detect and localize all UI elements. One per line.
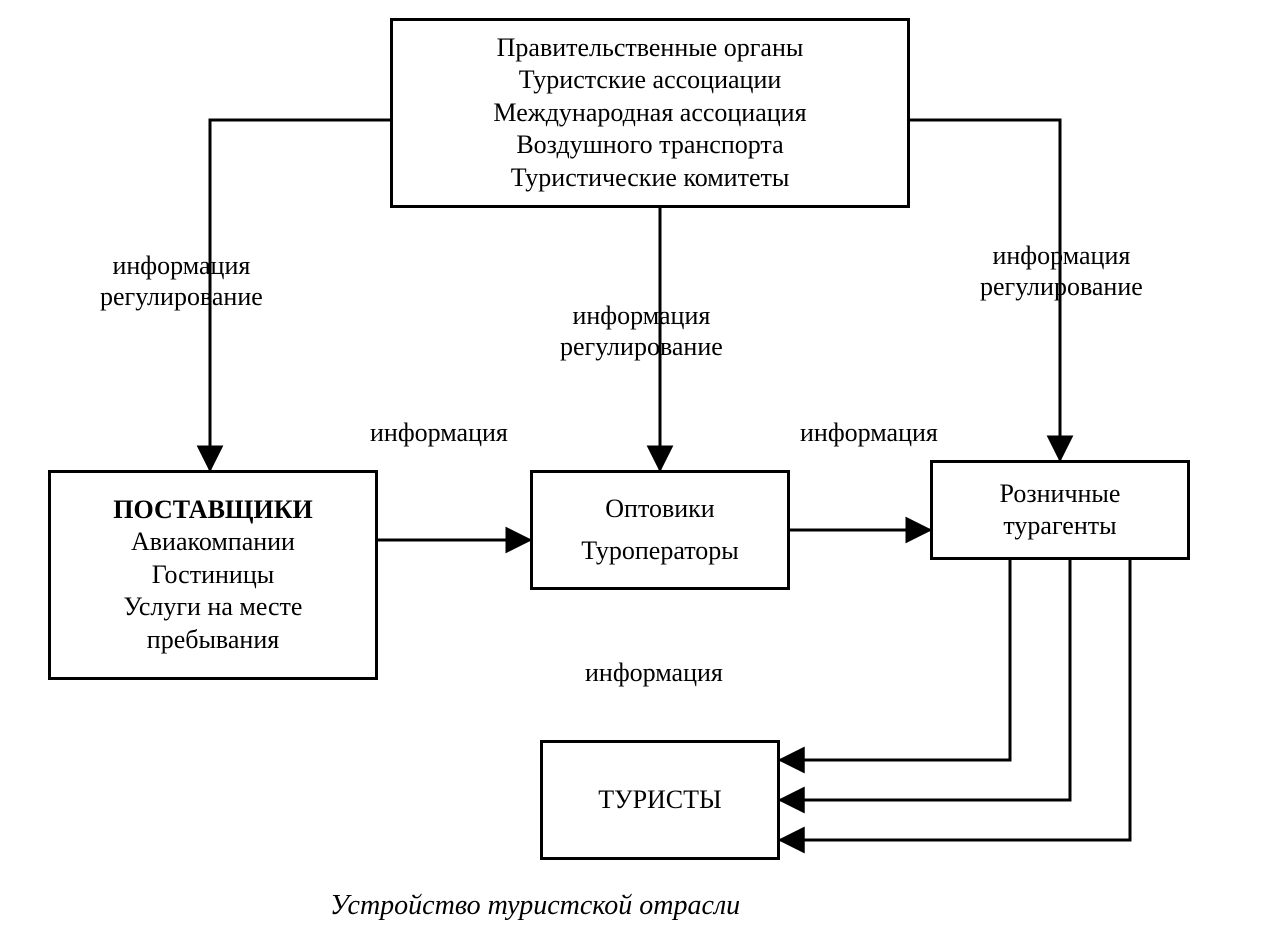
node-government: Правительственные органы Туристские ассо… [390, 18, 910, 208]
node-retail-line: Розничные [1000, 478, 1121, 511]
edge-label-suppliers-wholesalers: информация [370, 417, 508, 448]
node-suppliers-line: Услуги на месте [124, 591, 303, 624]
node-wholesalers-line: Туроператоры [581, 535, 738, 568]
node-wholesalers-line: Оптовики [605, 493, 714, 526]
node-suppliers-line: Гостиницы [152, 559, 274, 592]
node-suppliers-line: Авиакомпании [131, 526, 295, 559]
edge-label-wholesalers-retail: информация [800, 417, 938, 448]
node-tourists-line: ТУРИСТЫ [598, 784, 721, 817]
node-retail-line: турагенты [1003, 510, 1116, 543]
figure-caption: Устройство туристской отрасли [330, 890, 740, 922]
node-government-line: Воздушного транспорта [516, 129, 783, 162]
node-tourists: ТУРИСТЫ [540, 740, 780, 860]
edge-label-mid: информация регулирование [560, 300, 723, 362]
edge-retail-to-tourists-1 [780, 560, 1010, 760]
node-suppliers-line: пребывания [147, 624, 279, 657]
node-suppliers: ПОСТАВЩИКИ Авиакомпании Гостиницы Услуги… [48, 470, 378, 680]
node-wholesalers: Оптовики Туроператоры [530, 470, 790, 590]
node-government-line: Туристские ассоциации [519, 64, 782, 97]
node-government-line: Правительственные органы [497, 32, 804, 65]
node-suppliers-title: ПОСТАВЩИКИ [113, 494, 313, 527]
edge-label-left: информация регулирование [100, 250, 263, 312]
node-government-line: Международная ассоциация [493, 97, 806, 130]
node-government-line: Туристические комитеты [511, 162, 790, 195]
edge-label-right: информация регулирование [980, 240, 1143, 302]
diagram-canvas: Правительственные органы Туристские ассо… [0, 0, 1284, 936]
node-retail-agents: Розничные турагенты [930, 460, 1190, 560]
edge-label-retail-tourists: информация [585, 657, 723, 688]
edge-retail-to-tourists-3 [780, 560, 1130, 840]
edge-retail-to-tourists-2 [780, 560, 1070, 800]
